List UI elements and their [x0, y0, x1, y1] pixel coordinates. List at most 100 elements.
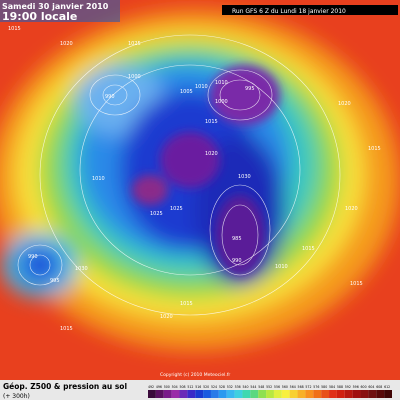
valid-time: 19:00 locale: [2, 10, 77, 23]
scale-swatch: [321, 390, 330, 398]
scale-swatch: [313, 390, 322, 398]
isobar-label: 1020: [160, 314, 173, 320]
scale-swatch: [329, 390, 337, 398]
isobar-label: 1025: [128, 41, 141, 47]
scale-label: 604: [368, 385, 374, 389]
isobar-label: 1015: [302, 246, 315, 252]
isobar-label: 1025: [170, 206, 183, 212]
isobar-label: 1005: [180, 89, 193, 95]
header: Samedi 30 janvier 2010 19:00 locale Run …: [0, 0, 398, 23]
scale-label: 556: [274, 385, 280, 389]
scale-label: 588: [337, 385, 343, 389]
isobar-labels: 1015 1020 1025 1010 1000 990 1005 1000 995 1010 10…: [8, 26, 381, 332]
scale-label: 520: [203, 385, 209, 389]
scale-swatch: [266, 390, 274, 398]
isobar-label: 1000: [128, 74, 141, 80]
scale-swatch: [148, 390, 156, 398]
footer: Géop. Z500 & pression au sol (+ 300h) 49…: [0, 380, 400, 400]
scale-label: 516: [195, 385, 201, 389]
scale-label: 552: [266, 385, 272, 389]
scale-label: 580: [321, 385, 327, 389]
isobar-label: 990: [232, 258, 242, 264]
isobar-label: 990: [105, 94, 115, 100]
scale-swatch: [210, 390, 219, 398]
scale-swatch: [195, 390, 204, 398]
isobar-label: 1015: [180, 301, 193, 307]
isobar-label: 1015: [350, 281, 363, 287]
scale-label: 540: [242, 385, 248, 389]
scale-label: 536: [235, 385, 241, 389]
isobar-label: 995: [245, 86, 255, 92]
scale-label: 504: [172, 385, 178, 389]
lead-time: (+ 300h): [3, 393, 30, 400]
scale-label: 532: [227, 385, 233, 389]
scale-swatch: [273, 390, 282, 398]
isobar-label: 985: [232, 236, 242, 242]
isobar-label: 1015: [60, 326, 73, 332]
scale-label: 544: [250, 385, 256, 389]
scale-label: 608: [376, 385, 382, 389]
field: [0, 0, 400, 380]
scale-swatch: [281, 390, 290, 398]
isobar-label: 1010: [92, 176, 105, 182]
valid-date: Samedi 30 janvier 2010: [2, 2, 109, 11]
isobar-label: 1020: [345, 206, 358, 212]
scale-label: 592: [345, 385, 351, 389]
scale-swatch: [226, 390, 235, 398]
isobar-label: 1010: [275, 264, 288, 270]
scale-label: 492: [148, 385, 154, 389]
isobar-label: 995: [50, 278, 60, 284]
scale-swatch: [289, 390, 298, 398]
scale-label: 524: [211, 385, 217, 389]
scale-swatch: [352, 390, 361, 398]
scale-label: 508: [179, 385, 185, 389]
scale-swatch: [163, 390, 172, 398]
isobar-label: 1025: [150, 211, 163, 217]
scale-swatch: [360, 390, 369, 398]
isobar-label: 1000: [215, 99, 228, 105]
scale-swatch: [305, 390, 314, 398]
scale-swatch: [179, 390, 188, 398]
scale-label: 512: [187, 385, 193, 389]
isobar-label: 1015: [368, 146, 381, 152]
scale-label: 500: [164, 385, 170, 389]
scale-swatch: [384, 390, 392, 398]
isobar-label: 1030: [75, 266, 88, 272]
scale-swatch: [297, 390, 306, 398]
isobar-label: 1020: [338, 101, 351, 107]
scale-label: 596: [353, 385, 359, 389]
scale-swatch: [218, 390, 227, 398]
colour-scale: 492 496 500 504 508 512 516 520 524 528 532 536 540 5…: [148, 385, 392, 398]
scale-swatch: [203, 390, 211, 398]
scale-label: 548: [258, 385, 264, 389]
scale-swatch: [336, 390, 345, 398]
scale-label: 496: [156, 385, 162, 389]
scale-label: 612: [384, 385, 390, 389]
isobar-label: 1015: [205, 119, 218, 125]
scale-swatch: [234, 390, 243, 398]
scale-swatch: [242, 390, 251, 398]
scale-label: 528: [219, 385, 225, 389]
isobar-label: 990: [28, 254, 38, 260]
scale-label: 572: [305, 385, 311, 389]
scale-label: 600: [361, 385, 367, 389]
run-info: Run GFS 6 Z du Lundi 18 janvier 2010: [232, 8, 346, 15]
isobar-label: 1015: [8, 26, 21, 32]
scale-swatch: [155, 390, 164, 398]
isobar-label: 1020: [205, 151, 218, 157]
isobar-label: 1030: [238, 174, 251, 180]
footer-title: Géop. Z500 & pression au sol: [3, 382, 127, 391]
scale-label: 576: [313, 385, 319, 389]
isobar-label: 1020: [60, 41, 73, 47]
scale-label: 584: [329, 385, 335, 389]
scale-label: 564: [290, 385, 296, 389]
scale-swatch: [376, 390, 385, 398]
scale-swatch: [344, 390, 353, 398]
isobar-label: 1010: [215, 80, 228, 86]
scale-swatch: [368, 390, 377, 398]
isobar-label: 1010: [195, 84, 208, 90]
scale-swatch: [171, 390, 180, 398]
scale-swatch: [250, 390, 259, 398]
scale-swatch: [187, 390, 196, 398]
